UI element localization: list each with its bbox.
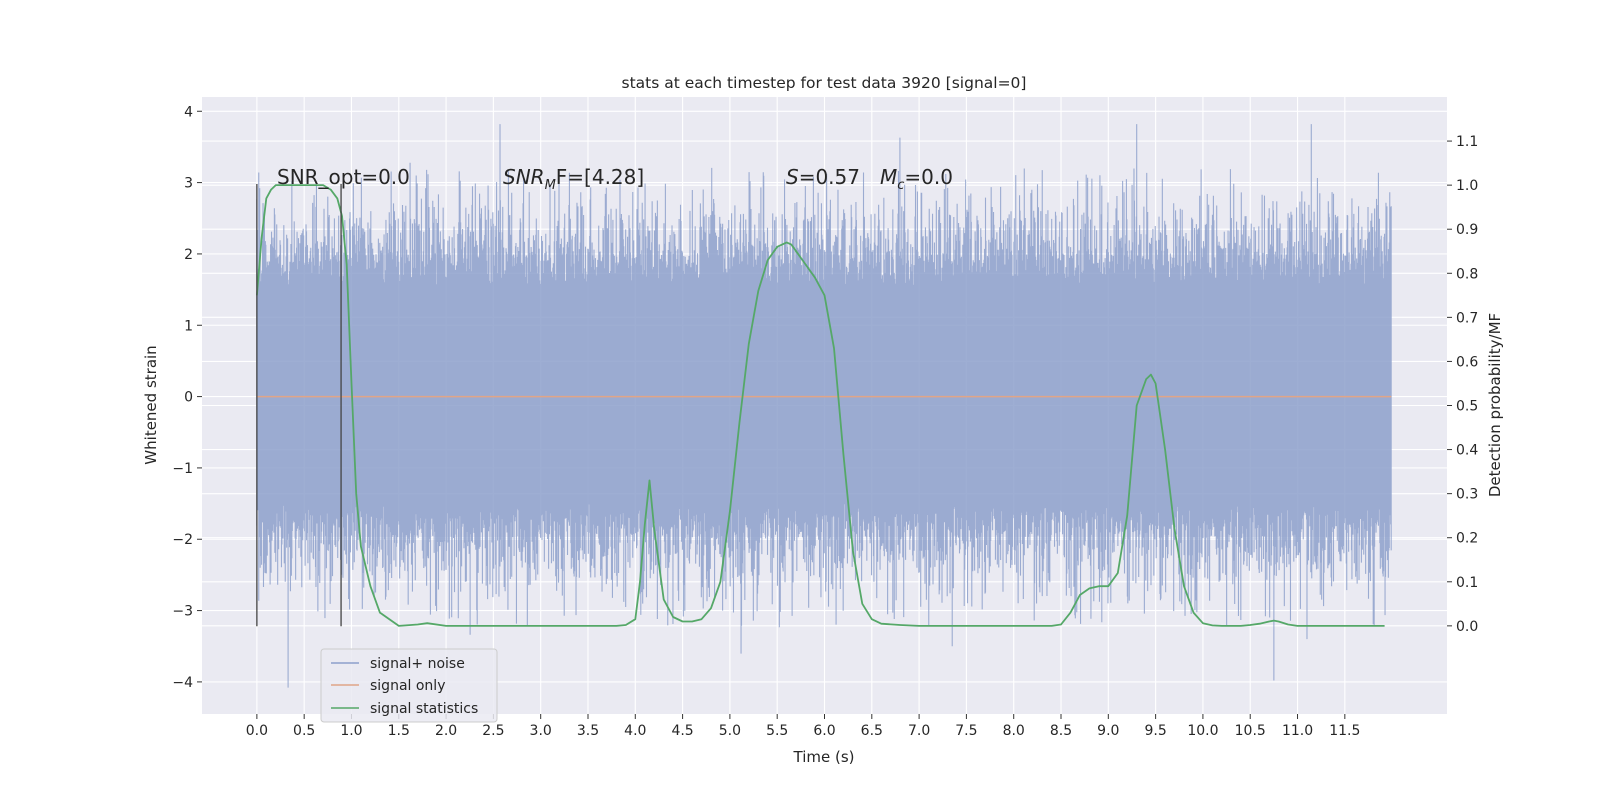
x-tick-label: 11.5: [1329, 723, 1360, 739]
annotation-stat-s: S=0.57: [786, 165, 860, 189]
y-axis-label-left: Whitened strain: [142, 345, 160, 464]
annotation-stat-s-base: S: [786, 165, 799, 189]
x-tick-label: 6.5: [861, 723, 883, 739]
y-left-tick-label: 4: [184, 104, 193, 120]
vline-layer: [256, 184, 342, 627]
annotation-snr-mf-rest: F=[4.28]: [556, 165, 644, 189]
annotation-snr-mf-base: SNR: [503, 165, 545, 189]
x-axis-label: Time (s): [793, 748, 855, 766]
y-right-tick-label: 0.8: [1456, 266, 1478, 282]
y-right-tick-label: 0.0: [1456, 619, 1478, 635]
y-axis-label-right: Detection probability/MF: [1486, 313, 1504, 497]
annotation-stat-mc-base: M: [880, 165, 897, 189]
annotation-stat-s-rest: =0.57: [799, 165, 860, 189]
annotation-stat-mc: Mc=0.0: [880, 165, 953, 193]
x-tick-label: 5.5: [766, 723, 788, 739]
annotation-snr-mf: SNRMF=[4.28]: [503, 165, 644, 193]
x-tick-label: 2.5: [482, 723, 504, 739]
x-tick-label: 6.0: [813, 723, 835, 739]
y-right-tick-label: 1.0: [1456, 178, 1478, 194]
signal-statistics-line: [256, 184, 1385, 627]
y-right-tick-label: 0.7: [1456, 310, 1478, 326]
y-right-tick-label: 0.5: [1456, 399, 1478, 415]
x-tick-label: 11.0: [1282, 723, 1313, 739]
axis-layer: 0.0 0.5 1.0 1.5 2.0 2.5 3.0 3.5 4.0 4.5 5.0 5.5 6.0 6…: [172, 104, 1478, 739]
y-right-tick-label: 0.9: [1456, 222, 1478, 238]
annotation-stat-mc-sub: c: [897, 178, 904, 193]
legend: signal+ noise signal only signal statist…: [320, 648, 498, 723]
x-tick-label: 3.5: [577, 723, 599, 739]
x-tick-label: 4.0: [624, 723, 646, 739]
y-right-tick-label: 0.3: [1456, 487, 1478, 503]
y-right-tick-label: 0.1: [1456, 575, 1478, 591]
x-tick-label: 3.0: [530, 723, 552, 739]
annotation-stat-mc-rest: =0.0: [904, 165, 953, 189]
x-tick-label: 7.0: [908, 723, 930, 739]
x-tick-label: 9.0: [1097, 723, 1119, 739]
legend-label-statistics: signal statistics: [370, 701, 478, 717]
x-tick-label: 1.5: [388, 723, 410, 739]
x-tick-label: 2.0: [435, 723, 457, 739]
legend-box: [320, 648, 498, 723]
series-layer: [256, 184, 1392, 627]
y-right-tick-label: 1.1: [1456, 134, 1478, 150]
y-left-tick-label: 1: [184, 318, 193, 334]
annotation-snr-opt: SNR_opt=0.0: [277, 165, 410, 189]
legend-label-signal-only: signal only: [370, 678, 445, 694]
chart-title: stats at each timestep for test data 392…: [622, 74, 1027, 92]
y-left-tick-label: −1: [172, 461, 193, 477]
y-left-tick-label: −3: [172, 604, 193, 620]
x-tick-label: 1.0: [340, 723, 362, 739]
x-tick-label: 7.5: [955, 723, 977, 739]
x-tick-label: 0.5: [293, 723, 315, 739]
x-tick-label: 0.0: [246, 723, 268, 739]
y-left-tick-label: −2: [172, 532, 193, 548]
y-left-tick-label: −4: [172, 675, 193, 691]
y-right-tick-label: 0.6: [1456, 354, 1478, 370]
x-tick-label: 8.0: [1003, 723, 1025, 739]
y-right-tick-label: 0.4: [1456, 443, 1478, 459]
x-tick-label: 4.5: [671, 723, 693, 739]
y-left-tick-label: 2: [184, 247, 193, 263]
x-tick-label: 10.5: [1235, 723, 1266, 739]
legend-label-noise: signal+ noise: [370, 656, 465, 672]
y-right-tick-label: 0.2: [1456, 531, 1478, 547]
x-tick-label: 8.5: [1050, 723, 1072, 739]
y-left-tick-label: 3: [184, 176, 193, 192]
x-tick-label: 5.0: [719, 723, 741, 739]
x-tick-label: 10.0: [1187, 723, 1218, 739]
annotation-snr-mf-sub: M: [545, 178, 556, 193]
x-tick-label: 9.5: [1144, 723, 1166, 739]
y-left-tick-label: 0: [184, 390, 193, 406]
